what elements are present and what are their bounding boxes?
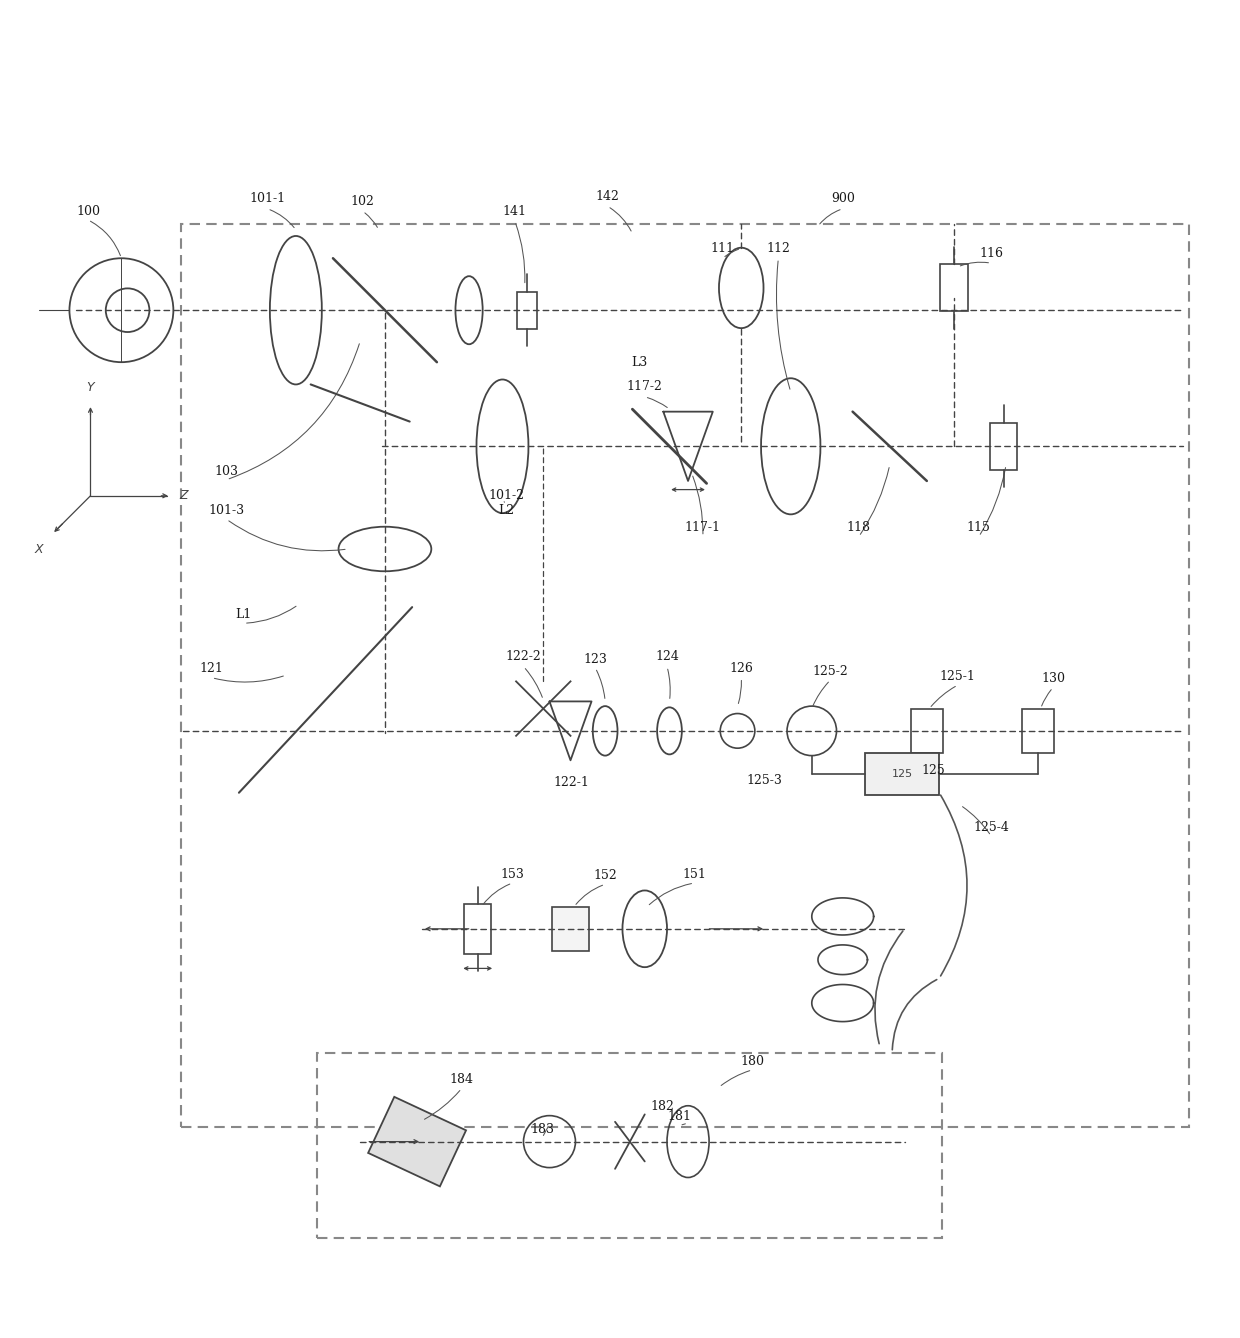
FancyArrowPatch shape bbox=[931, 686, 955, 706]
Bar bbox=[464, 904, 491, 954]
Text: L2: L2 bbox=[498, 504, 515, 516]
Text: 141: 141 bbox=[503, 205, 527, 218]
Text: Z: Z bbox=[180, 490, 188, 502]
Text: 142: 142 bbox=[595, 190, 620, 203]
Bar bbox=[552, 907, 589, 951]
FancyArrowPatch shape bbox=[738, 681, 742, 704]
FancyArrowPatch shape bbox=[596, 670, 605, 698]
Text: 125-3: 125-3 bbox=[746, 773, 782, 787]
FancyArrowPatch shape bbox=[424, 1090, 460, 1120]
Text: 123: 123 bbox=[583, 653, 608, 665]
FancyArrowPatch shape bbox=[960, 262, 988, 266]
Text: 126: 126 bbox=[729, 662, 753, 676]
FancyArrowPatch shape bbox=[650, 883, 692, 904]
Text: 122-2: 122-2 bbox=[506, 650, 542, 664]
FancyArrowPatch shape bbox=[215, 676, 283, 682]
FancyArrowPatch shape bbox=[941, 795, 967, 975]
FancyArrowPatch shape bbox=[647, 397, 667, 408]
FancyArrowPatch shape bbox=[667, 669, 670, 698]
FancyArrowPatch shape bbox=[722, 1070, 750, 1085]
Text: 125: 125 bbox=[892, 769, 913, 779]
FancyArrowPatch shape bbox=[610, 207, 631, 231]
FancyArrowPatch shape bbox=[820, 210, 839, 223]
FancyArrowPatch shape bbox=[861, 467, 889, 534]
Text: 121: 121 bbox=[200, 662, 223, 676]
FancyArrowPatch shape bbox=[229, 344, 360, 479]
Bar bbox=[1022, 709, 1054, 753]
FancyArrowPatch shape bbox=[543, 1127, 548, 1136]
FancyArrowPatch shape bbox=[575, 886, 603, 904]
FancyArrowPatch shape bbox=[981, 467, 1006, 534]
FancyArrowPatch shape bbox=[962, 807, 990, 834]
Text: 112: 112 bbox=[766, 242, 790, 254]
Text: L1: L1 bbox=[236, 607, 252, 621]
Text: 125-2: 125-2 bbox=[812, 665, 848, 678]
FancyArrowPatch shape bbox=[270, 210, 294, 227]
Bar bbox=[368, 1097, 466, 1187]
FancyArrowPatch shape bbox=[1042, 689, 1052, 706]
FancyArrowPatch shape bbox=[526, 669, 542, 697]
Text: 183: 183 bbox=[529, 1123, 554, 1136]
Text: 116: 116 bbox=[980, 246, 1003, 260]
FancyArrowPatch shape bbox=[365, 213, 377, 227]
FancyArrowPatch shape bbox=[247, 606, 296, 624]
Bar bbox=[317, 1053, 941, 1238]
Text: L3: L3 bbox=[631, 356, 649, 369]
Text: 100: 100 bbox=[76, 205, 100, 218]
FancyArrowPatch shape bbox=[893, 979, 936, 1050]
Text: 117-2: 117-2 bbox=[626, 380, 662, 393]
Text: 101-2: 101-2 bbox=[489, 490, 525, 502]
Bar bbox=[910, 709, 942, 753]
Text: 125: 125 bbox=[921, 764, 945, 777]
Text: 125-1: 125-1 bbox=[940, 670, 976, 682]
FancyArrowPatch shape bbox=[875, 931, 903, 1044]
Text: 122-1: 122-1 bbox=[554, 776, 590, 789]
Bar bbox=[866, 753, 939, 795]
Text: 118: 118 bbox=[847, 522, 870, 534]
FancyArrowPatch shape bbox=[516, 223, 525, 282]
Text: 151: 151 bbox=[682, 868, 706, 880]
FancyArrowPatch shape bbox=[693, 476, 703, 534]
FancyArrowPatch shape bbox=[484, 884, 510, 904]
Text: 102: 102 bbox=[351, 195, 374, 207]
Text: 124: 124 bbox=[655, 650, 680, 664]
Text: 103: 103 bbox=[215, 464, 238, 478]
Bar bbox=[990, 423, 1017, 470]
Text: 184: 184 bbox=[450, 1073, 474, 1086]
Text: 182: 182 bbox=[650, 1100, 675, 1113]
Text: X: X bbox=[35, 543, 43, 555]
Text: 111: 111 bbox=[711, 242, 734, 254]
FancyArrowPatch shape bbox=[776, 261, 790, 389]
FancyArrowPatch shape bbox=[91, 221, 120, 256]
Text: Y: Y bbox=[87, 381, 94, 395]
Text: 181: 181 bbox=[667, 1111, 692, 1124]
FancyArrowPatch shape bbox=[229, 520, 345, 551]
Text: 153: 153 bbox=[501, 868, 525, 880]
FancyArrowPatch shape bbox=[813, 682, 828, 706]
Text: 180: 180 bbox=[740, 1054, 764, 1068]
Bar bbox=[517, 292, 537, 329]
Text: 900: 900 bbox=[831, 193, 854, 205]
FancyArrowPatch shape bbox=[725, 249, 739, 257]
Text: 101-3: 101-3 bbox=[208, 504, 244, 516]
Text: 152: 152 bbox=[593, 870, 618, 882]
Bar bbox=[940, 265, 967, 312]
Text: 117-1: 117-1 bbox=[684, 522, 720, 534]
Text: 115: 115 bbox=[967, 522, 991, 534]
Text: 130: 130 bbox=[1042, 673, 1065, 685]
Text: 101-1: 101-1 bbox=[249, 193, 285, 205]
Text: 125-4: 125-4 bbox=[973, 822, 1009, 834]
Bar bbox=[181, 223, 1189, 1127]
